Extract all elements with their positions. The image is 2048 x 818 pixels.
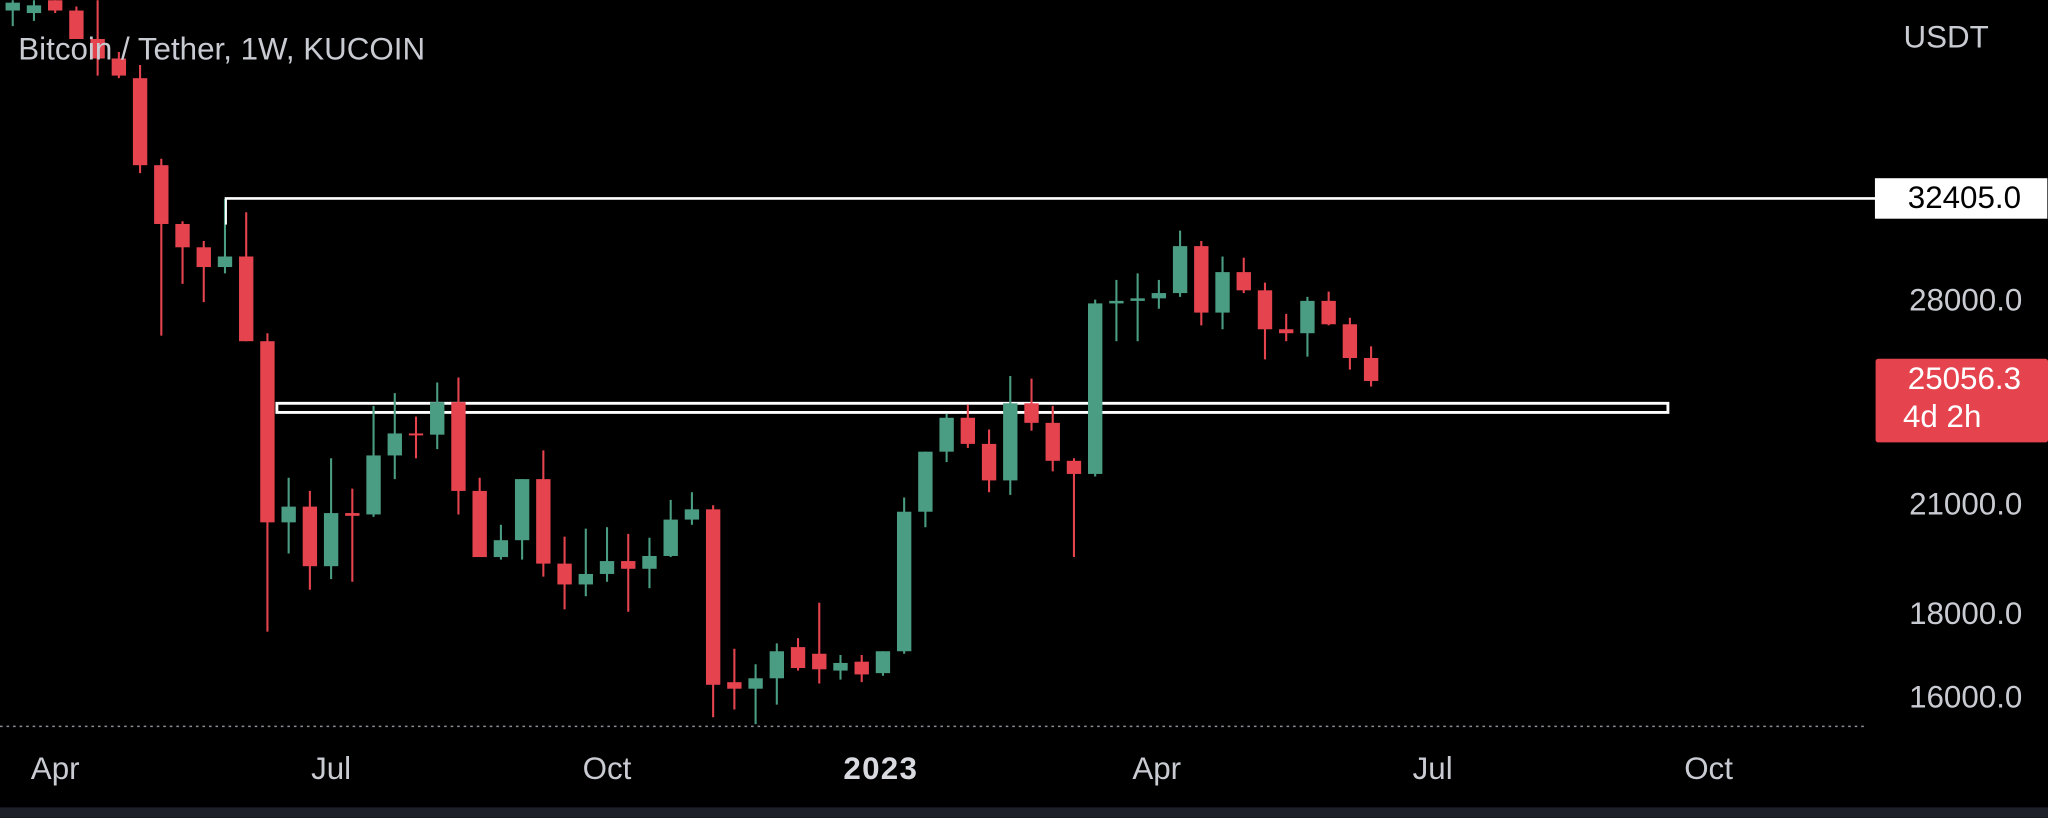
candle-body [175,223,190,248]
bottom-bar [0,807,2048,818]
candle-body [1003,403,1018,481]
plot-area [5,0,1670,725]
price-tag-countdown: 4d 2h [1903,399,1981,434]
candle-body [196,247,211,268]
candle-body [1257,290,1273,330]
candle-body [154,165,169,224]
candle-body [239,256,254,342]
candle-body [705,509,721,685]
level-label-box [1874,178,2048,219]
candle-body [366,455,381,515]
y-tick-label: 16000.0 [1909,680,2022,715]
chart-title: Bitcoin / Tether, 1W, KUCOIN [18,31,425,66]
candle-body [323,513,339,567]
y-tick-label: 28000.0 [1909,282,2022,317]
candle-body [1024,403,1039,423]
candle-body [451,402,466,491]
candle-body [5,2,20,11]
candle-body [430,402,445,435]
price-zone [275,401,1670,414]
candle-body [302,506,318,567]
candle-body [960,417,976,444]
candle-body [1279,329,1294,334]
x-tick-label: Jul [311,751,351,786]
candle-body [875,651,891,674]
candle-body [684,509,700,520]
x-tick-label: 2023 [843,751,918,786]
candle-body [663,519,678,556]
candle-body [727,682,742,689]
candle-body [1215,272,1230,313]
x-tick-label: Apr [1132,751,1181,786]
candle-body [1342,324,1358,359]
price-tag [1875,358,2048,443]
candle-body [260,341,275,523]
candle-body [1172,246,1188,294]
candle-body [642,555,657,569]
candle-body [1321,300,1336,325]
candle-body [132,78,148,166]
candle-body [1300,300,1315,334]
candle-body [69,10,84,39]
overlay: 32405.0 25056.34d 2h [224,178,2048,443]
candle-body [1194,246,1209,313]
candle-body [981,443,997,481]
price-tag-value: 25056.3 [1908,361,2021,396]
candle-body [387,433,402,456]
candle-body [854,661,869,675]
candle-body [493,540,509,558]
candle-body [408,433,424,436]
candle-body [812,653,827,670]
x-tick-label: Oct [1684,751,1733,786]
candle-body [621,561,636,569]
candle-body [1151,293,1167,299]
candle-body [111,58,127,76]
candle-body [599,561,615,574]
candle-body [1130,298,1145,301]
x-tick-label: Apr [31,751,80,786]
candle-body [748,678,763,689]
level-label: 32405.0 [1908,180,2021,215]
x-tick-label: Oct [583,751,632,786]
candle-body [281,506,296,523]
candle-body [578,573,593,585]
candle-body [833,662,848,671]
candle-body [939,417,954,452]
candle-body [345,513,360,516]
candle-body [1363,358,1379,381]
y-tick-label: 21000.0 [1909,487,2022,522]
candle-body [1066,460,1082,474]
candle-body [769,651,784,679]
candle-body [90,38,105,59]
y-tick-label: 18000.0 [1909,596,2022,631]
candle-body [1236,272,1251,291]
candle-body [536,479,551,564]
candle-body [1109,300,1124,304]
candle-body [472,490,487,558]
candle-body [217,256,233,268]
currency-label: USDT [1903,20,1988,55]
candle-body [26,5,42,14]
candle-body [790,647,806,669]
x-tick-label: Jul [1413,751,1453,786]
candle-body [1088,303,1103,474]
candle-body [557,563,572,585]
candle-body [514,479,530,541]
candle-body [896,511,912,652]
candle-body [48,0,63,11]
candle-body [918,451,933,512]
candle-body [1045,422,1060,461]
